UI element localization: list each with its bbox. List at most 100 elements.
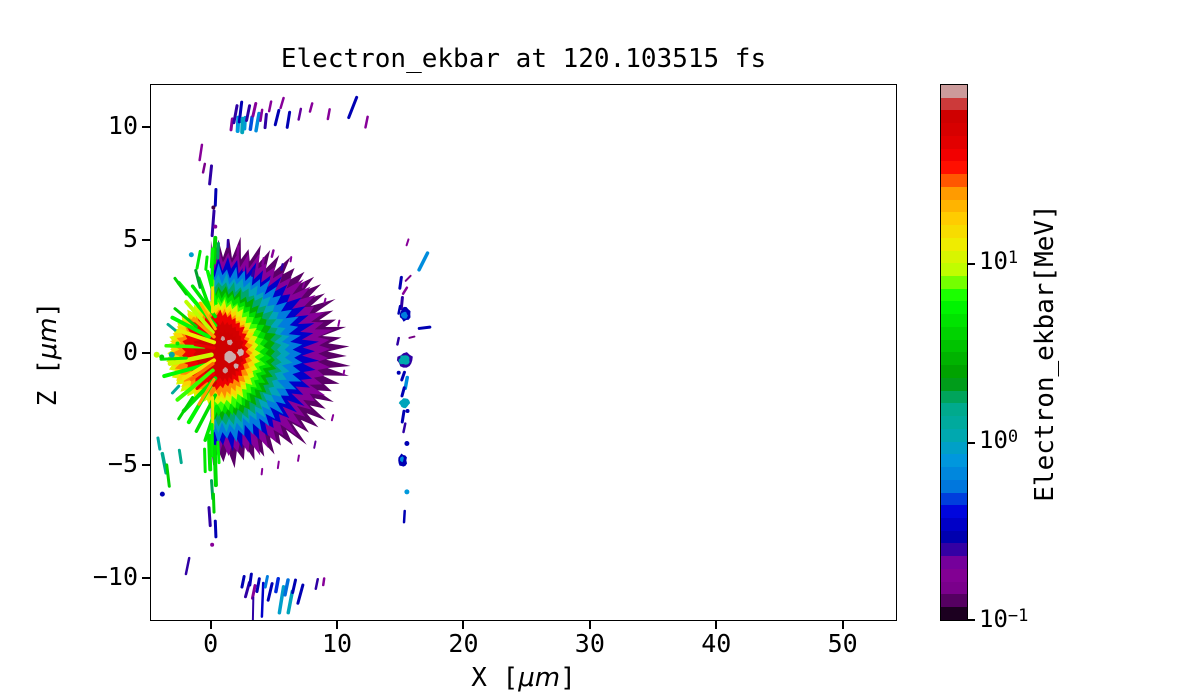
colorbar-band [941,301,967,315]
particle-streak [212,444,218,488]
colorbar-tick-label: 100 [979,426,1019,454]
colorbar-band [941,186,967,200]
colorbar-band [941,276,967,289]
particle-streak [194,268,202,289]
particle-streak [285,110,292,129]
particle-streak [313,440,317,449]
colorbar-band [941,607,967,620]
particle-dot [159,354,165,360]
colorbar-band [941,250,967,264]
particle-streak [279,96,285,110]
particle-streak [207,506,212,528]
particle-streak [175,368,215,402]
particle-streak [248,572,253,587]
particle-dot [404,489,410,495]
particle-streak [301,281,306,289]
x-tick-label: 30 [574,629,605,658]
particle-streak [216,241,220,260]
particle-streak [204,255,209,271]
colorbar-band [941,135,967,149]
particle-streak [229,117,234,132]
colorbar-band [941,377,967,391]
particle-streak [203,447,207,474]
particle-streak [251,268,256,277]
particle-streak [274,577,280,594]
particle-streak [323,297,327,304]
y-tick-mark [142,351,150,354]
particle-streak [209,247,215,269]
particle-streak [396,336,400,346]
y-tick-mark [142,238,150,241]
particle-streak [330,414,335,422]
particle-streak [401,286,409,295]
particle-streak [184,299,215,335]
x-tick-mark [336,621,339,629]
contour-region [222,367,228,374]
x-tick-label: 50 [827,629,858,658]
colorbar-band [941,568,967,582]
particle-dot [213,224,218,229]
contour-region [398,355,410,365]
particle-streak [263,112,268,130]
particle-streak [181,358,217,381]
particle-streak [173,307,198,329]
particle-streak [236,245,240,256]
colorbar-band [941,288,967,302]
y-axis-label: Z [μm] [33,204,65,504]
particle-streak [259,108,264,123]
particle-streak [166,322,177,332]
colorbar-band [941,97,967,111]
particle-streak [167,352,214,366]
particle-streak [164,344,206,349]
contour-plot [153,95,432,620]
particle-dot [175,341,180,346]
particle-streak [364,115,369,129]
particle-streak [198,301,217,331]
colorbar-band [941,199,967,213]
x-tick-label: 10 [322,629,353,658]
particle-streak [405,238,410,247]
colorbar-band [941,339,967,353]
particle-streak [267,100,273,113]
y-tick-mark [142,577,150,580]
contour-region [398,398,411,409]
particle-streak [289,256,293,263]
x-axis-label-prefix: X [ [471,663,519,693]
x-tick-mark [841,621,844,629]
particle-streak [165,463,171,488]
colorbar-band [941,390,967,404]
particle-streak [208,164,214,186]
particle-streak [170,384,181,395]
particle-streak [177,395,195,421]
x-axis-label-math: μm [518,663,561,693]
particle-streak [398,275,403,290]
colorbar-band [941,441,967,455]
particle-dot [188,252,194,258]
y-tick-mark [142,464,150,467]
y-tick-label: 0 [122,336,138,366]
particle-dot [159,491,165,497]
y-tick-mark [142,125,150,128]
particle-streak [408,335,416,339]
particle-streak [266,582,274,602]
particle-streak [270,249,275,258]
particle-streak [210,209,216,238]
particle-streak [260,581,265,618]
particle-streak [286,589,295,615]
particle-streak [173,276,188,296]
particle-streak [198,143,204,162]
particle-streak [232,104,239,125]
x-tick-label: 0 [203,629,219,658]
particle-streak [197,276,212,312]
colorbar-band [941,352,967,366]
y-axis-label-suffix: ] [33,301,63,318]
particle-streak [321,577,326,587]
particle-streak [248,115,254,131]
particle-dot [211,205,216,210]
particle-streak [347,95,359,120]
plot-area [150,84,897,621]
particle-streak [159,356,188,361]
colorbar-band [941,123,967,136]
particle-streak [296,583,305,605]
